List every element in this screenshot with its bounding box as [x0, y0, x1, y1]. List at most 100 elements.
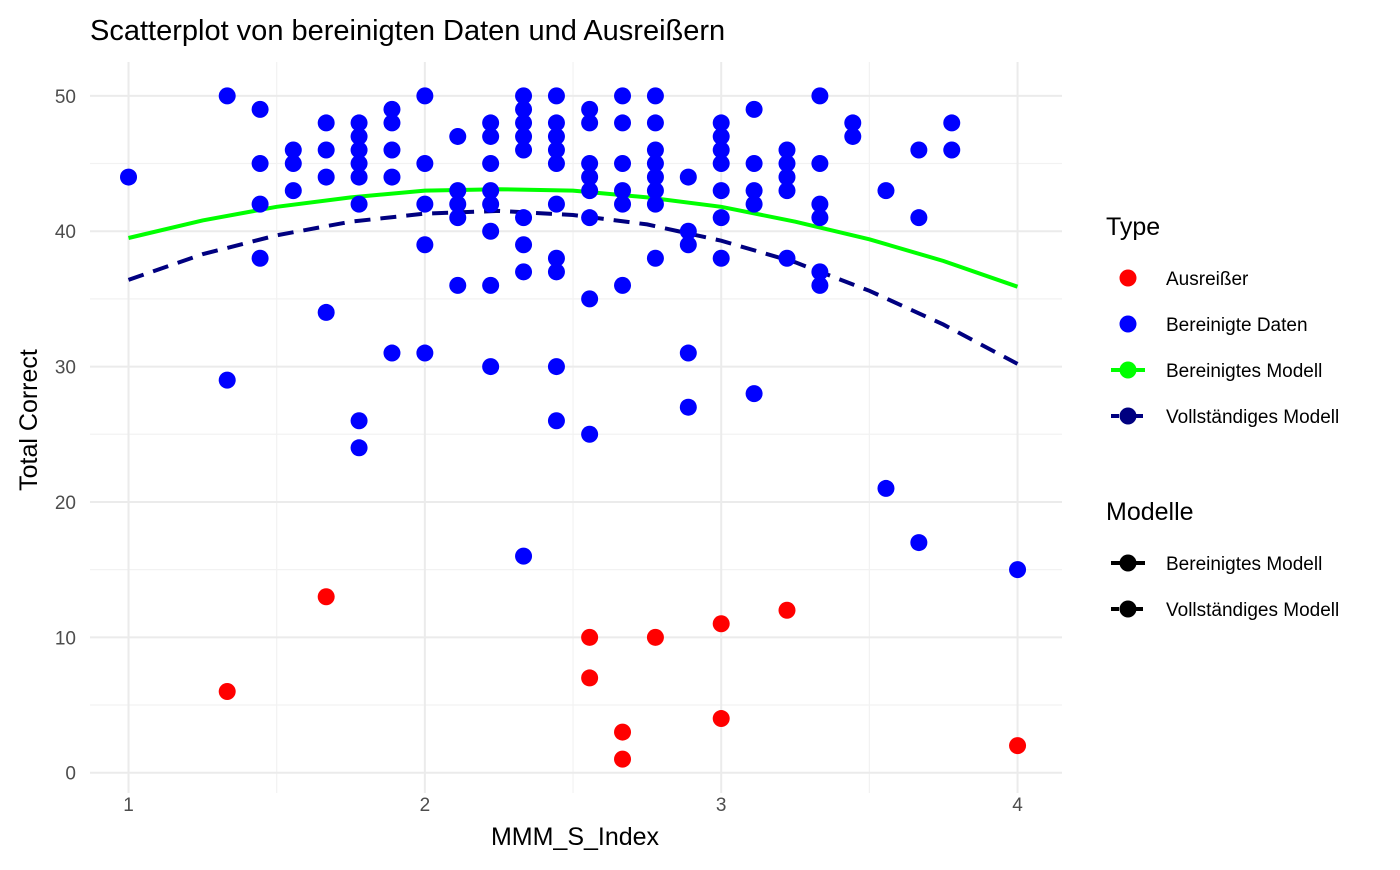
clean-data-point — [547, 358, 565, 376]
outlier-point — [614, 750, 632, 768]
clean-data-point — [581, 114, 599, 132]
clean-data-point — [284, 155, 302, 173]
clean-data-point — [581, 168, 599, 186]
outlier-point — [646, 628, 664, 646]
clean-data-point — [581, 425, 599, 443]
clean-data-point — [547, 263, 565, 281]
clean-data-point — [646, 87, 664, 105]
clean-data-point — [449, 276, 467, 294]
x-tick-label: 3 — [716, 795, 727, 816]
clean-data-point — [317, 303, 335, 321]
clean-data-point — [547, 141, 565, 159]
clean-data-point — [449, 182, 467, 200]
clean-data-point — [614, 114, 632, 132]
legend-key-point — [1119, 407, 1137, 425]
x-tick-label: 2 — [420, 795, 431, 816]
clean-data-point — [416, 195, 434, 213]
clean-data-point — [910, 141, 928, 159]
clean-data-point — [350, 195, 368, 213]
legend-key-point — [1119, 315, 1137, 333]
clean-data-point — [679, 398, 697, 416]
clean-data-point — [515, 141, 533, 159]
outlier-point — [778, 601, 796, 619]
outlier-point — [712, 615, 730, 633]
clean-data-point — [547, 412, 565, 430]
legend-label: Bereinigtes Modell — [1166, 361, 1322, 382]
outlier-point — [218, 682, 236, 700]
clean-data-point — [383, 141, 401, 159]
clean-data-point — [416, 87, 434, 105]
clean-data-point — [482, 358, 500, 376]
clean-data-point — [811, 263, 829, 281]
legend: Type Ausreißer Bereinigte Daten Bereinigtes… — [1106, 213, 1339, 621]
clean-data-point — [218, 87, 236, 105]
y-tick-label: 50 — [55, 87, 76, 108]
clean-data-point — [515, 87, 533, 105]
clean-data-point — [943, 141, 961, 159]
clean-data-point — [547, 155, 565, 173]
clean-data-point — [646, 195, 664, 213]
clean-data-point — [482, 276, 500, 294]
y-tick-label: 30 — [55, 358, 76, 379]
clean-data-point — [745, 155, 763, 173]
clean-data-point — [350, 439, 368, 457]
legend-label: Bereinigte Daten — [1166, 315, 1308, 336]
clean-data-point — [581, 100, 599, 118]
clean-data-point — [844, 114, 862, 132]
data-points — [120, 87, 1027, 768]
clean-data-point — [811, 209, 829, 227]
clean-data-point — [745, 385, 763, 403]
clean-data-point — [251, 155, 269, 173]
clean-data-point — [482, 114, 500, 132]
clean-data-point — [515, 114, 533, 132]
clean-data-point — [581, 209, 599, 227]
full-model-line — [127, 208, 1019, 366]
legend-title: Modelle — [1106, 498, 1194, 526]
clean-data-point — [778, 249, 796, 267]
clean-data-point — [547, 249, 565, 267]
clean-data-point — [778, 182, 796, 200]
clean-data-point — [350, 412, 368, 430]
legend-title: Type — [1106, 213, 1160, 241]
clean-data-point — [547, 87, 565, 105]
clean-data-point — [350, 127, 368, 145]
clean-data-point — [745, 100, 763, 118]
clean-data-point — [943, 114, 961, 132]
clean-data-point — [218, 371, 236, 389]
clean-data-point — [811, 87, 829, 105]
clean-data-point — [646, 168, 664, 186]
clean-data-point — [778, 168, 796, 186]
clean-data-point — [515, 209, 533, 227]
clean-data-point — [581, 155, 599, 173]
legend-label: Ausreißer — [1166, 269, 1249, 290]
clean-data-point — [284, 182, 302, 200]
clean-data-point — [482, 127, 500, 145]
clean-data-point — [482, 182, 500, 200]
legend-label: Vollständiges Modell — [1166, 600, 1339, 621]
legend-key-point — [1119, 269, 1137, 287]
clean-data-point — [811, 195, 829, 213]
legend-key-point — [1119, 361, 1137, 379]
legend-key-point — [1119, 554, 1137, 572]
clean-data-point — [646, 114, 664, 132]
clean-data-point — [712, 209, 730, 227]
clean-data-point — [712, 182, 730, 200]
clean-data-point — [317, 141, 335, 159]
clean-data-point — [646, 155, 664, 173]
outlier-point — [581, 669, 599, 687]
outlier-point — [581, 628, 599, 646]
clean-data-point — [416, 236, 434, 254]
clean-data-point — [614, 182, 632, 200]
clean-model-line — [128, 187, 1019, 289]
clean-data-point — [745, 195, 763, 213]
clean-data-point — [679, 222, 697, 240]
clean-data-point — [745, 182, 763, 200]
clean-data-point — [646, 249, 664, 267]
clean-data-point — [383, 114, 401, 132]
clean-data-point — [712, 155, 730, 173]
clean-data-point — [614, 195, 632, 213]
clean-data-point — [1009, 561, 1027, 579]
clean-data-point — [712, 127, 730, 145]
clean-data-point — [877, 479, 895, 497]
